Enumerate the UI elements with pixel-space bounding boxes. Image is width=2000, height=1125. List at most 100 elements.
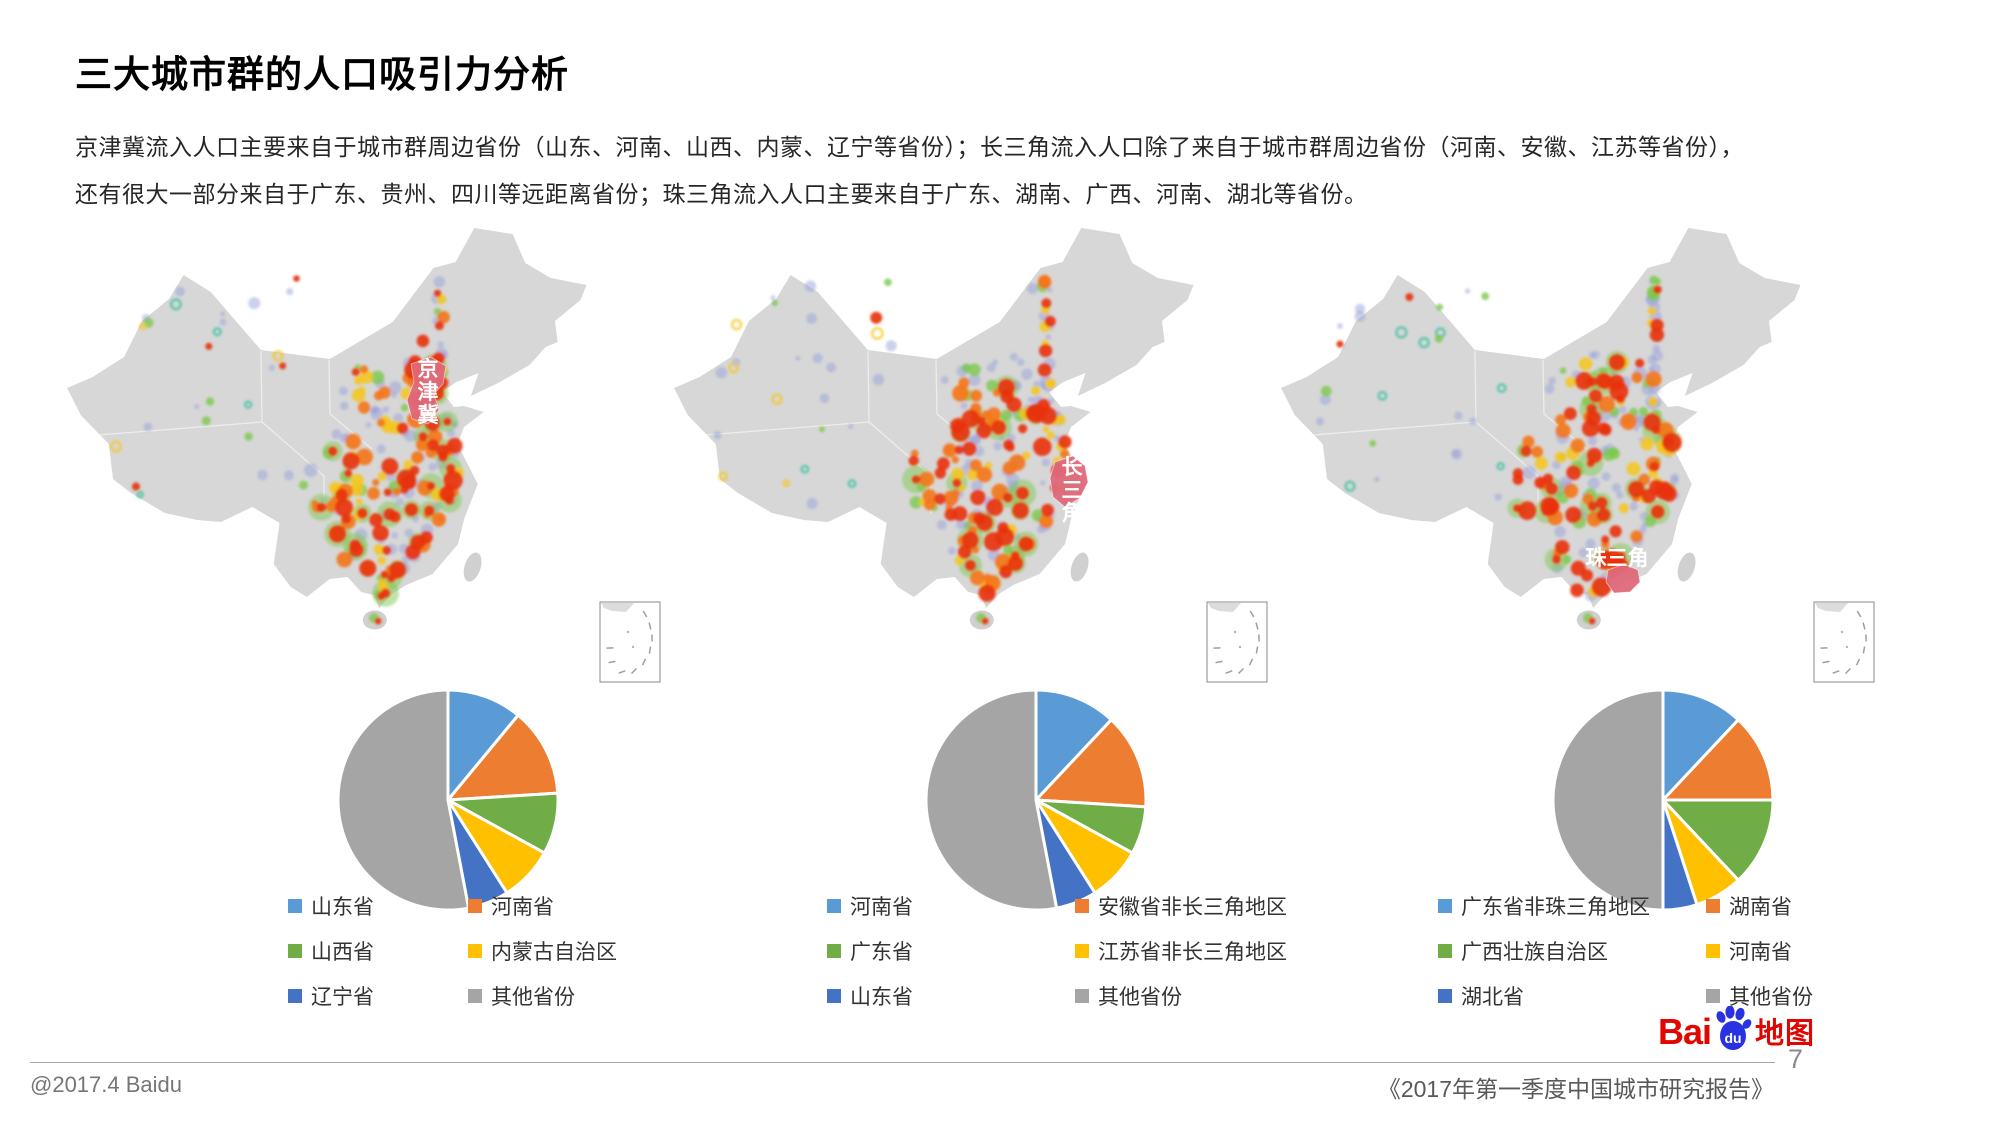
legend-label: 山西省 bbox=[311, 940, 374, 964]
legend-color-swatch bbox=[288, 943, 302, 958]
intro-text-line-1: 京津冀流入人口主要来自于城市群周边省份（山东、河南、山西、内蒙、辽宁等省份）；长… bbox=[75, 134, 1744, 160]
legend-label: 山东省 bbox=[311, 895, 374, 919]
legend-item: 湖南省 bbox=[1706, 893, 1916, 919]
baidu-logo-ditu-text: 地图 bbox=[1755, 1018, 1816, 1050]
slide-title: 三大城市群的人口吸引力分析 bbox=[75, 54, 569, 95]
legend-color-swatch bbox=[827, 898, 841, 913]
legend-item: 内蒙古自治区 bbox=[468, 938, 698, 964]
heatmap-dots bbox=[713, 274, 1075, 625]
legend-label: 广西壮族自治区 bbox=[1461, 940, 1608, 964]
pie-slice bbox=[336, 688, 471, 912]
baidu-logo-bai-text: Bai bbox=[1658, 1011, 1712, 1052]
pie-chart-jingjinji bbox=[333, 685, 563, 915]
legend-label: 其他省份 bbox=[1098, 985, 1182, 1009]
legend-label: 湖北省 bbox=[1461, 985, 1524, 1009]
south-china-sea-inset bbox=[1206, 601, 1268, 683]
south-china-sea-inset bbox=[1813, 601, 1875, 683]
legend-item: 湖北省 bbox=[1438, 983, 1706, 1009]
legend-color-swatch bbox=[468, 988, 482, 1003]
china-landmass bbox=[1281, 228, 1801, 608]
legend-item: 河南省 bbox=[1706, 938, 1916, 964]
pie-slice bbox=[924, 688, 1059, 912]
legend-label: 河南省 bbox=[850, 895, 913, 919]
baidu-maps-logo: Bai du 地图 bbox=[1658, 1004, 1815, 1054]
legend-label: 其他省份 bbox=[1729, 985, 1813, 1009]
legend-label: 安徽省非长三角地区 bbox=[1098, 895, 1287, 919]
south-china-sea-inset bbox=[599, 601, 661, 683]
legend-label: 内蒙古自治区 bbox=[491, 940, 617, 964]
legend-color-swatch bbox=[827, 943, 841, 958]
taiwan-island bbox=[1070, 552, 1089, 582]
legend-color-swatch bbox=[468, 898, 482, 913]
china-landmass bbox=[674, 228, 1194, 608]
legend-label: 辽宁省 bbox=[311, 985, 374, 1009]
legend-item: 河南省 bbox=[827, 893, 1075, 919]
legend-color-swatch bbox=[288, 988, 302, 1003]
legend-item: 其他省份 bbox=[1706, 983, 1916, 1009]
legend-label: 江苏省非长三角地区 bbox=[1098, 940, 1287, 964]
legend-item: 山东省 bbox=[288, 893, 468, 919]
legend-label: 湖南省 bbox=[1729, 895, 1792, 919]
legend-label: 河南省 bbox=[1729, 940, 1792, 964]
legend-color-swatch bbox=[1075, 898, 1089, 913]
legend-label: 广东省 bbox=[850, 940, 913, 964]
cluster-label: 长三角 bbox=[1062, 456, 1084, 525]
legend-color-swatch bbox=[1706, 898, 1720, 913]
legend-label: 河南省 bbox=[491, 895, 554, 919]
intro-text-line-2: 还有很大一部分来自于广东、贵州、四川等远距离省份；珠三角流入人口主要来自于广东、… bbox=[75, 181, 1368, 207]
pie-slice bbox=[1661, 718, 1775, 802]
cluster-highlight-region bbox=[1605, 563, 1641, 594]
legend-item: 其他省份 bbox=[1075, 983, 1335, 1009]
legend-item: 广西壮族自治区 bbox=[1438, 938, 1706, 964]
legend-label: 其他省份 bbox=[491, 985, 575, 1009]
pie-slice bbox=[1034, 688, 1113, 802]
pie-chart-changsanjiao bbox=[921, 685, 1151, 915]
footer-copyright: @2017.4 Baidu bbox=[30, 1072, 183, 1097]
legend-item: 辽宁省 bbox=[288, 983, 468, 1009]
legend-color-swatch bbox=[827, 988, 841, 1003]
legend-item: 河南省 bbox=[468, 893, 698, 919]
legend-label: 山东省 bbox=[850, 985, 913, 1009]
china-landmass bbox=[67, 228, 587, 608]
taiwan-island bbox=[1677, 552, 1696, 582]
footer-report-title: 《2017年第一季度中国城市研究报告》 bbox=[1377, 1076, 1774, 1102]
legend-color-swatch bbox=[1075, 943, 1089, 958]
legend-item: 广东省 bbox=[827, 938, 1075, 964]
baidu-paw-icon: du bbox=[1716, 1006, 1752, 1050]
china-heatmap-jingjinji: 京津冀 bbox=[48, 206, 668, 686]
pie-slice bbox=[446, 713, 560, 802]
heatmap-dots bbox=[110, 275, 464, 625]
pie-slice bbox=[1661, 688, 1740, 802]
legend-color-swatch bbox=[468, 943, 482, 958]
legend-color-swatch bbox=[1706, 943, 1720, 958]
legend-color-swatch bbox=[288, 898, 302, 913]
legend-color-swatch bbox=[1438, 898, 1452, 913]
svg-text:du: du bbox=[1724, 1030, 1741, 1046]
legend-item: 其他省份 bbox=[468, 983, 698, 1009]
page-number: 7 bbox=[1788, 1044, 1804, 1074]
legend-label: 广东省非珠三角地区 bbox=[1461, 895, 1650, 919]
legend-item: 山西省 bbox=[288, 938, 468, 964]
footer-divider bbox=[30, 1062, 1775, 1063]
cluster-highlight-region bbox=[406, 356, 447, 425]
pie-slice bbox=[1661, 798, 1775, 882]
legend-item: 安徽省非长三角地区 bbox=[1075, 893, 1335, 919]
legend-color-swatch bbox=[1706, 988, 1720, 1003]
legend-color-swatch bbox=[1438, 943, 1452, 958]
cluster-label: 京津冀 bbox=[418, 357, 439, 427]
pie-slice bbox=[1551, 688, 1665, 912]
heatmap-dots bbox=[1315, 275, 1682, 625]
legend-item: 广东省非珠三角地区 bbox=[1438, 893, 1706, 919]
legend-color-swatch bbox=[1438, 988, 1452, 1003]
cluster-label: 珠三角 bbox=[1586, 546, 1649, 570]
pie-slice bbox=[1034, 718, 1148, 809]
cluster-highlight-region bbox=[1049, 455, 1089, 508]
pie-chart-zhusanjiao bbox=[1548, 685, 1778, 915]
china-heatmap-changsanjiao: 长三角 bbox=[655, 206, 1275, 686]
legend-changsanjiao: 河南省 安徽省非长三角地区广东省 江苏省非长三角地区山东省 其他省份 bbox=[827, 893, 1335, 1009]
legend-item: 山东省 bbox=[827, 983, 1075, 1009]
legend-color-swatch bbox=[1075, 988, 1089, 1003]
legend-jingjinji: 山东省 河南省山西省 内蒙古自治区辽宁省 其他省份 bbox=[288, 893, 698, 1009]
china-heatmap-zhusanjiao: 珠三角 bbox=[1262, 206, 1882, 686]
legend-item: 江苏省非长三角地区 bbox=[1075, 938, 1335, 964]
